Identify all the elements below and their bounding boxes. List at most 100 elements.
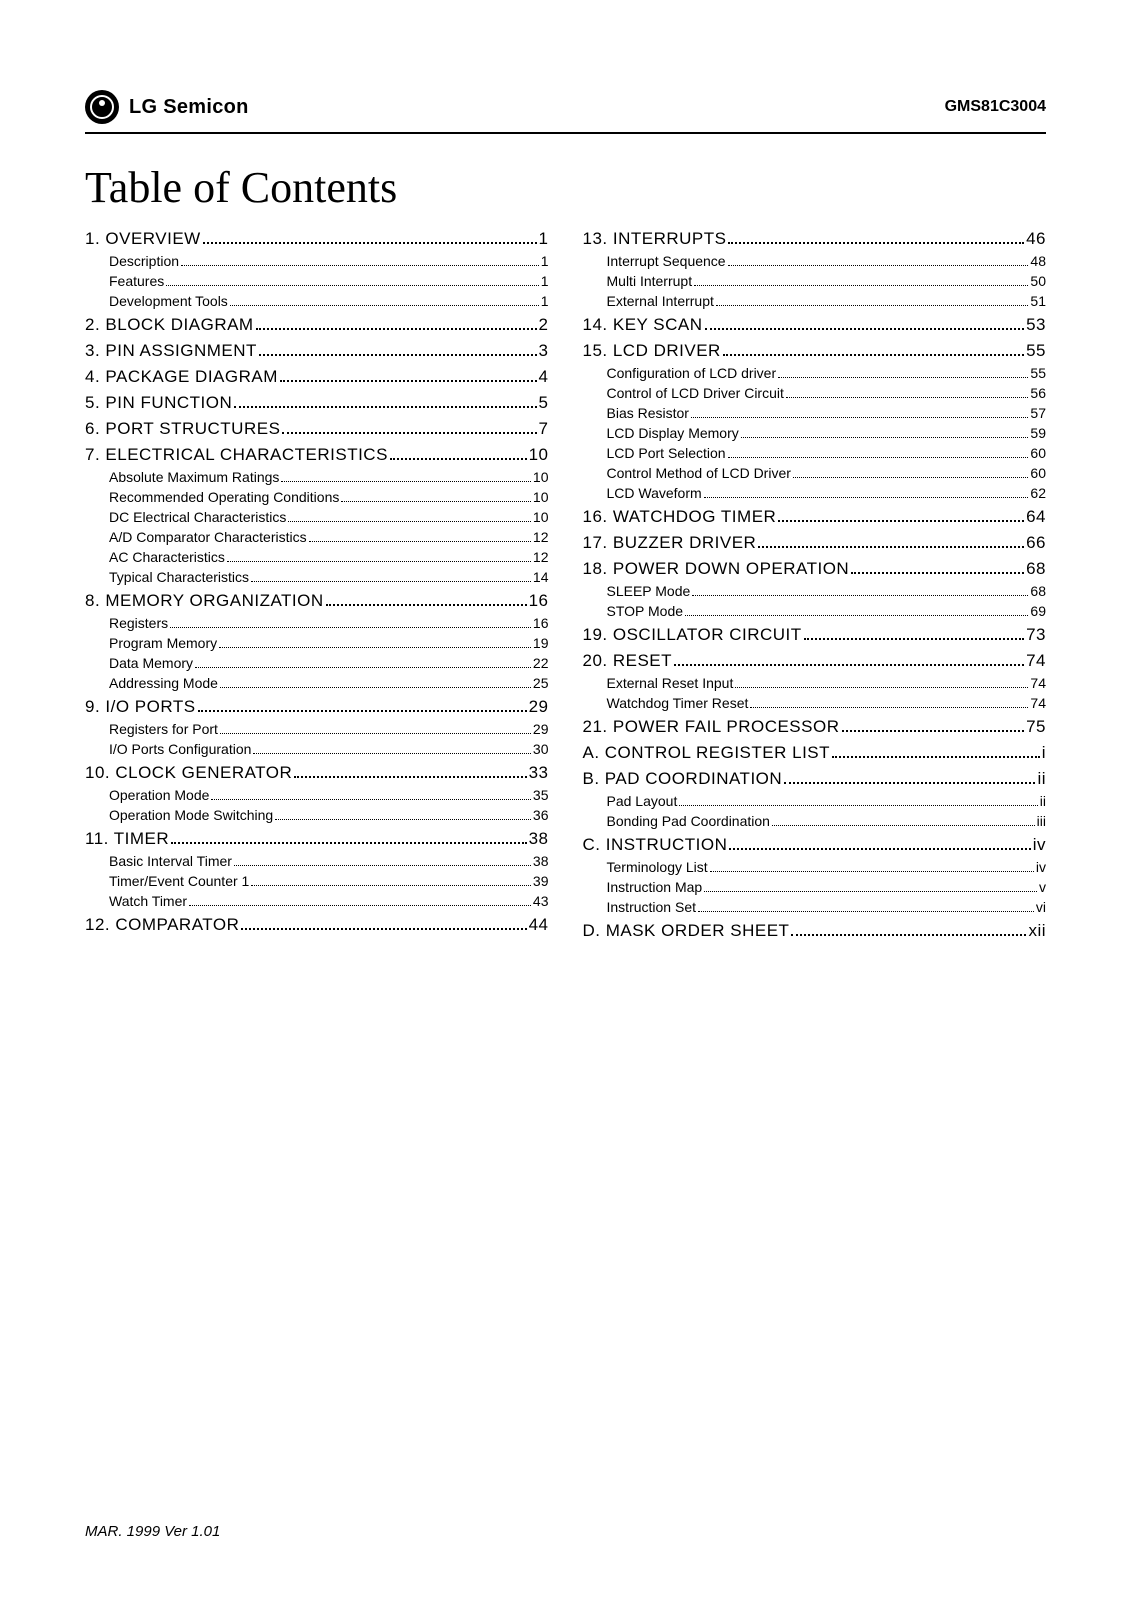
toc-sub-page: 51 [1030, 293, 1046, 309]
toc-section-label: 21. POWER FAIL PROCESSOR [583, 717, 840, 737]
toc-sub-label: Absolute Maximum Ratings [109, 469, 279, 485]
toc-section: C. INSTRUCTIONivTerminology ListivInstru… [583, 835, 1047, 915]
toc-sub-label: SLEEP Mode [607, 583, 691, 599]
toc-section-title: 11. TIMER38 [85, 829, 549, 849]
logo: LG Semicon [85, 90, 249, 124]
toc-section-title: B. PAD COORDINATIONii [583, 769, 1047, 789]
toc-sub-item: Development Tools1 [109, 293, 549, 309]
toc-sub-item: Addressing Mode25 [109, 675, 549, 691]
toc-section: 19. OSCILLATOR CIRCUIT73 [583, 625, 1047, 645]
toc-section-label: A. CONTROL REGISTER LIST [583, 743, 831, 763]
toc-section-label: B. PAD COORDINATION [583, 769, 783, 789]
toc-sub-item: External Reset Input74 [607, 675, 1047, 691]
toc-sub-item: LCD Display Memory59 [607, 425, 1047, 441]
toc-leader-dots [692, 595, 1028, 596]
toc-section-label: 6. PORT STRUCTURES [85, 419, 280, 439]
toc-sub-item: External Interrupt51 [607, 293, 1047, 309]
toc-leader-dots [728, 265, 1029, 266]
toc-sub-label: Bonding Pad Coordination [607, 813, 770, 829]
toc-section: 8. MEMORY ORGANIZATION16Registers16Progr… [85, 591, 549, 691]
toc-sub-label: Terminology List [607, 859, 708, 875]
toc-section-title: 12. COMPARATOR44 [85, 915, 549, 935]
toc-columns: 1. OVERVIEW1Description1Features1Develop… [85, 229, 1046, 947]
toc-sub-page: 16 [533, 615, 549, 631]
toc-section: 16. WATCHDOG TIMER64 [583, 507, 1047, 527]
toc-sub-page: 10 [533, 509, 549, 525]
toc-section-page: 29 [529, 697, 549, 717]
toc-section-label: 10. CLOCK GENERATOR [85, 763, 292, 783]
toc-sub-page: vi [1036, 899, 1046, 915]
toc-sub-page: 10 [533, 489, 549, 505]
toc-sub-item: Interrupt Sequence48 [607, 253, 1047, 269]
toc-section-page: 5 [539, 393, 549, 413]
toc-leader-dots [778, 520, 1024, 522]
toc-section-page: 7 [539, 419, 549, 439]
toc-leader-dots [171, 842, 526, 844]
toc-leader-dots [729, 848, 1030, 850]
toc-section-title: 16. WATCHDOG TIMER64 [583, 507, 1047, 527]
toc-sub-label: Control of LCD Driver Circuit [607, 385, 784, 401]
toc-section-label: 3. PIN ASSIGNMENT [85, 341, 257, 361]
toc-leader-dots [282, 432, 536, 434]
document-id: GMS81C3004 [945, 98, 1046, 116]
toc-leader-dots [294, 776, 526, 778]
page-title: Table of Contents [85, 162, 1046, 213]
toc-sub-page: 14 [533, 569, 549, 585]
toc-section-title: 17. BUZZER DRIVER66 [583, 533, 1047, 553]
toc-sub-label: Instruction Set [607, 899, 697, 915]
toc-section-page: 10 [529, 445, 549, 465]
toc-section: 13. INTERRUPTS46Interrupt Sequence48Mult… [583, 229, 1047, 309]
toc-section-page: iv [1033, 835, 1046, 855]
toc-sub-item: LCD Port Selection 60 [607, 445, 1047, 461]
toc-leader-dots [716, 305, 1029, 306]
toc-section-title: 21. POWER FAIL PROCESSOR 75 [583, 717, 1047, 737]
toc-sub-page: v [1039, 879, 1046, 895]
logo-text: LG Semicon [129, 96, 249, 119]
toc-sub-item: Bonding Pad Coordinationiii [607, 813, 1047, 829]
toc-sub-item: Watch Timer43 [109, 893, 549, 909]
toc-section-page: 75 [1026, 717, 1046, 737]
toc-section: B. PAD COORDINATIONiiPad LayoutiiBonding… [583, 769, 1047, 829]
toc-sub-item: Operation Mode Switching36 [109, 807, 549, 823]
toc-leader-dots [281, 481, 531, 482]
toc-sub-item: A/D Comparator Characteristics12 [109, 529, 549, 545]
toc-section-label: 19. OSCILLATOR CIRCUIT [583, 625, 802, 645]
toc-sub-page: 39 [533, 873, 549, 889]
toc-leader-dots [220, 687, 531, 688]
toc-section-page: 66 [1026, 533, 1046, 553]
toc-sub-label: Control Method of LCD Driver [607, 465, 791, 481]
toc-sub-label: LCD Port Selection [607, 445, 726, 461]
toc-sub-page: iv [1036, 859, 1046, 875]
toc-sub-page: ii [1040, 793, 1046, 809]
toc-sub-page: 43 [533, 893, 549, 909]
toc-sub-label: Instruction Map [607, 879, 703, 895]
toc-leader-dots [227, 561, 531, 562]
toc-leader-dots [784, 782, 1035, 784]
toc-section-title: 7. ELECTRICAL CHARACTERISTICS10 [85, 445, 549, 465]
toc-section: 17. BUZZER DRIVER66 [583, 533, 1047, 553]
toc-section-label: 16. WATCHDOG TIMER [583, 507, 777, 527]
toc-sub-page: 50 [1030, 273, 1046, 289]
toc-sub-page: 60 [1030, 445, 1046, 461]
toc-sub-page: 29 [533, 721, 549, 737]
toc-sub-page: 48 [1030, 253, 1046, 269]
toc-sub-page: 10 [533, 469, 549, 485]
toc-sub-page: 12 [533, 549, 549, 565]
toc-leader-dots [804, 638, 1024, 640]
toc-sub-item: Bias Resistor57 [607, 405, 1047, 421]
toc-section-page: 16 [529, 591, 549, 611]
toc-sub-page: 74 [1030, 695, 1046, 711]
toc-section-title: 5. PIN FUNCTION5 [85, 393, 549, 413]
toc-leader-dots [704, 497, 1029, 498]
toc-sub-label: Multi Interrupt [607, 273, 693, 289]
toc-section-title: 3. PIN ASSIGNMENT3 [85, 341, 549, 361]
toc-section-label: 18. POWER DOWN OPERATION [583, 559, 850, 579]
toc-leader-dots [309, 541, 531, 542]
toc-leader-dots [679, 805, 1037, 806]
toc-leader-dots [341, 501, 531, 502]
toc-section-title: 15. LCD DRIVER55 [583, 341, 1047, 361]
toc-leader-dots [211, 799, 531, 800]
toc-sub-label: LCD Display Memory [607, 425, 739, 441]
toc-section-page: 68 [1026, 559, 1046, 579]
toc-sub-page: 56 [1030, 385, 1046, 401]
